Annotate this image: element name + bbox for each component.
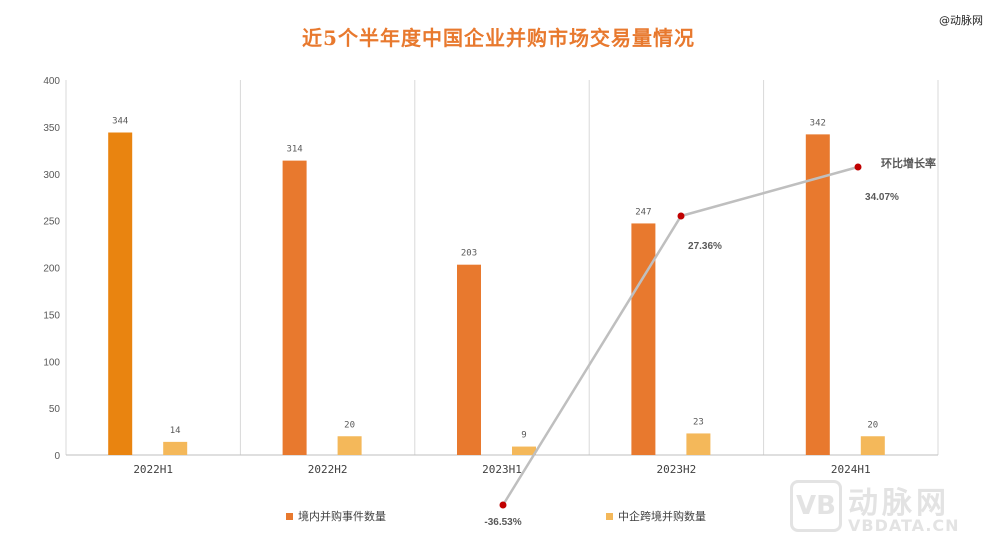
legend-label-cross-border: 中企跨境并购数量	[618, 509, 706, 523]
domestic-bar	[108, 132, 133, 455]
y-tick-label: 350	[43, 123, 60, 134]
vbdata-watermark: VB 动脉网 VBDATA.CN	[790, 478, 990, 540]
cross-border-data-label: 20	[867, 420, 878, 430]
cross-border-bar	[163, 441, 188, 455]
growth-rate-point	[854, 163, 862, 171]
growth-rate-point	[677, 212, 685, 220]
domestic-bar	[282, 160, 307, 455]
y-tick-label: 200	[43, 264, 60, 275]
x-tick-label: 2022H1	[133, 463, 173, 476]
legend-swatch-cross-border	[606, 513, 613, 520]
vbdata-logo-icon: VB	[790, 480, 842, 532]
domestic-data-label: 344	[112, 117, 128, 127]
cross-border-data-label: 23	[693, 417, 704, 427]
y-tick-label: 250	[43, 217, 60, 228]
growth-rate-label: 27.36%	[688, 241, 722, 252]
growth-rate-label: -36.53%	[484, 517, 521, 528]
x-tick-label: 2023H2	[657, 463, 697, 476]
x-tick-label: 2024H1	[831, 463, 871, 476]
legend-label-domestic: 境内并购事件数量	[298, 509, 386, 523]
cross-border-bar	[337, 436, 362, 455]
chart-title: 近5个半年度中国企业并购市场交易量情况	[302, 26, 695, 50]
cross-border-bar	[512, 446, 536, 455]
watermark-cn: 动脉网	[848, 486, 950, 521]
domestic-data-label: 247	[635, 207, 651, 217]
domestic-bar	[457, 264, 481, 455]
y-tick-label: 50	[49, 404, 61, 415]
domestic-data-label: 203	[461, 249, 477, 259]
domestic-bar	[631, 223, 656, 455]
y-tick-label: 0	[54, 451, 60, 462]
source-credit: @动脉网	[939, 14, 983, 27]
domestic-data-label: 342	[810, 118, 826, 128]
x-tick-label: 2023H1	[482, 463, 522, 476]
domestic-bar	[805, 134, 830, 455]
x-tick-label: 2022H2	[308, 463, 348, 476]
y-tick-label: 100	[43, 357, 60, 368]
watermark-en: VBDATA.CN	[848, 516, 960, 535]
growth-rate-point	[499, 501, 507, 509]
cross-border-data-label: 20	[344, 420, 355, 430]
y-tick-label: 150	[43, 310, 60, 321]
legend-swatch-domestic	[286, 513, 293, 520]
growth-rate-label: 34.07%	[865, 192, 899, 203]
cross-border-data-label: 9	[521, 431, 526, 441]
y-tick-label: 400	[43, 76, 60, 87]
cross-border-bar	[686, 433, 711, 455]
cross-border-bar	[860, 436, 885, 455]
growth-rate-series-label: 环比增长率	[881, 156, 936, 170]
cross-border-data-label: 14	[170, 426, 181, 436]
domestic-data-label: 314	[286, 145, 302, 155]
y-tick-label: 300	[43, 170, 60, 181]
